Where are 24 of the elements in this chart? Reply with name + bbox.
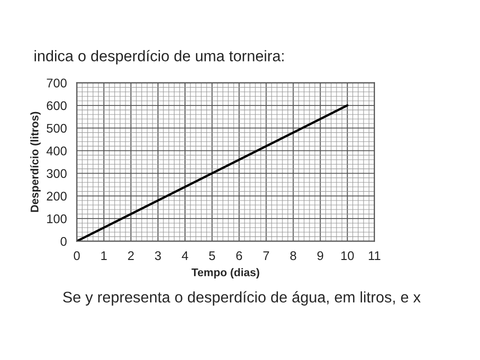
x-tick-label: 2	[128, 251, 134, 260]
x-tick-label: 0	[74, 251, 80, 260]
text: Se y representa o desperdício de água, em litros, e x	[63, 291, 421, 306]
x-tick-label: 3	[154, 251, 161, 260]
y-tick-label: 600	[46, 101, 67, 110]
y-tick-label: 300	[46, 169, 67, 178]
x-axis-title: Tempo (dias)	[192, 268, 260, 278]
y-tick-label: 100	[47, 214, 67, 224]
y-tick-label: 0	[60, 237, 67, 246]
x-tick-label: 6	[236, 251, 242, 260]
x-tick-label: 10	[341, 251, 354, 260]
x-tick-label: 1	[101, 251, 107, 260]
x-tick-label: 4	[182, 251, 188, 260]
x-tick-label: 5	[209, 251, 216, 260]
x-tick-label: 9	[317, 251, 324, 260]
x-tick-label: 7	[263, 251, 270, 260]
y-tick-label: 500	[46, 124, 67, 133]
y-tick-label: 700	[46, 78, 67, 88]
chart-title: indica o desperdício de uma torneira:	[34, 50, 284, 64]
y-axis-title: Desperdício (litros)	[30, 112, 41, 212]
y-tick-label: 400	[46, 146, 67, 156]
y-tick-label: 200	[46, 192, 67, 201]
x-tick-label: 8	[290, 251, 296, 260]
x-tick-label: 11	[368, 251, 380, 260]
